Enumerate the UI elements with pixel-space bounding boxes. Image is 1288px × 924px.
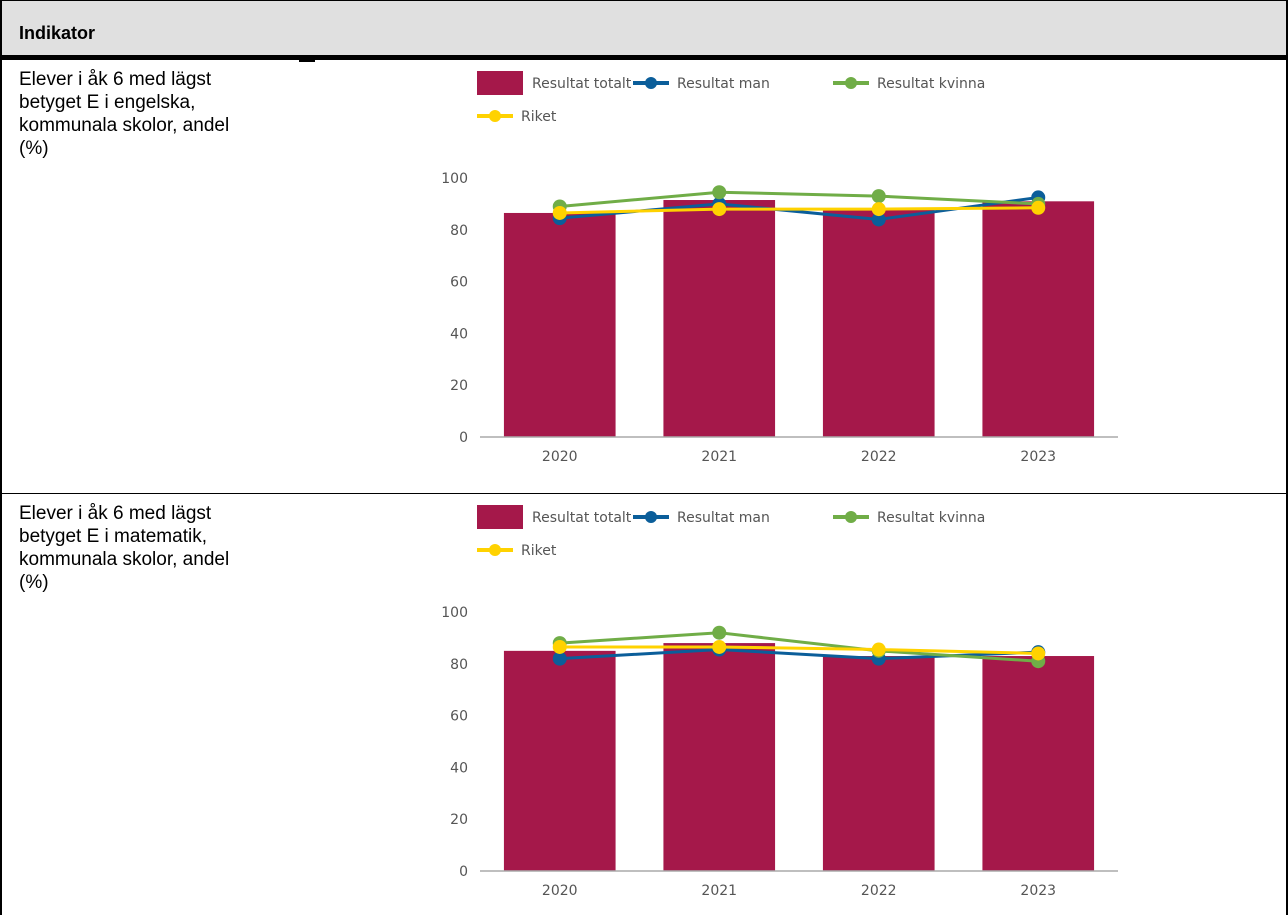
bar-resultat-totalt [822,209,935,437]
legend-label: Resultat kvinna [877,76,985,92]
bar-resultat-totalt [663,200,776,437]
point-resultat-kvinna [712,625,727,640]
point-riket [712,639,727,654]
bar-resultat-totalt [503,212,616,437]
point-resultat-kvinna [712,185,727,200]
table-row: Elever i åk 6 med lägst betyget E i mate… [2,494,1286,916]
legend-label: Riket [521,543,557,559]
table-row: Elever i åk 6 med lägst betyget E i enge… [2,60,1286,494]
line-riket [559,645,1039,655]
header-title: Indikator [19,23,96,43]
bar-resultat-totalt [503,650,616,871]
legend-label: Resultat man [677,76,770,92]
y-tick-label: 100 [441,605,468,621]
y-tick-label: 0 [459,864,468,880]
header-divider-mark [299,60,315,62]
point-riket [712,202,727,217]
y-tick-label: 20 [450,812,468,828]
line-riket [559,206,1039,215]
x-tick-label: 2021 [701,883,737,899]
bar-resultat-totalt [822,656,935,871]
legend-swatch-bar [477,71,523,95]
x-tick-label: 2023 [1020,449,1056,465]
legend-label: Resultat totalt [532,76,632,92]
y-tick-label: 60 [450,709,468,725]
legend-swatch-marker [845,511,857,523]
y-tick-label: 80 [450,657,468,673]
x-tick-label: 2021 [701,449,737,465]
point-resultat-kvinna [871,189,886,204]
point-riket [871,202,886,217]
legend-swatch-bar [477,505,523,529]
y-tick-label: 0 [459,430,468,446]
x-tick-label: 2022 [861,449,897,465]
point-resultat-man [552,651,567,666]
chart-legend: Resultat totalt Resultat man Resultat kvin… [477,71,985,125]
y-tick-label: 100 [441,171,468,187]
line-resultat-kvinna [559,190,1039,208]
y-tick-label: 40 [450,760,468,776]
bar-resultat-totalt [663,643,776,871]
legend-swatch-marker [645,77,657,89]
y-tick-label: 60 [450,275,468,291]
point-riket [871,642,886,657]
legend-swatch-marker [489,110,501,122]
chart-engelska: Resultat totalt Resultat man Resultat kvin… [441,71,1118,465]
y-tick-label: 20 [450,378,468,394]
indicator-label: Elever i åk 6 med lägst betyget E i mate… [19,503,230,593]
legend-label: Resultat totalt [532,510,632,526]
x-tick-label: 2023 [1020,883,1056,899]
x-tick-label: 2020 [542,449,578,465]
legend-label: Resultat man [677,510,770,526]
point-riket [552,639,567,654]
legend-label: Riket [521,109,557,125]
table-header: Indikator [2,1,1286,60]
y-tick-label: 40 [450,326,468,342]
point-riket [1031,646,1046,661]
legend-label: Resultat kvinna [877,510,985,526]
line-resultat-kvinna [559,631,1039,663]
point-riket [1031,200,1046,215]
x-tick-label: 2020 [542,883,578,899]
legend-swatch-marker [645,511,657,523]
bar-resultat-totalt [982,201,1095,437]
legend-swatch-marker [845,77,857,89]
chart-matematik: Resultat totalt Resultat man Resultat kvin… [441,505,1118,899]
chart-legend: Resultat totalt Resultat man Resultat kvin… [477,505,985,559]
point-resultat-man [871,212,886,227]
bar-resultat-totalt [982,656,1095,871]
y-tick-label: 80 [450,223,468,239]
x-tick-label: 2022 [861,883,897,899]
point-riket [552,205,567,220]
legend-swatch-marker [489,544,501,556]
indicator-label: Elever i åk 6 med lägst betyget E i enge… [19,69,230,159]
